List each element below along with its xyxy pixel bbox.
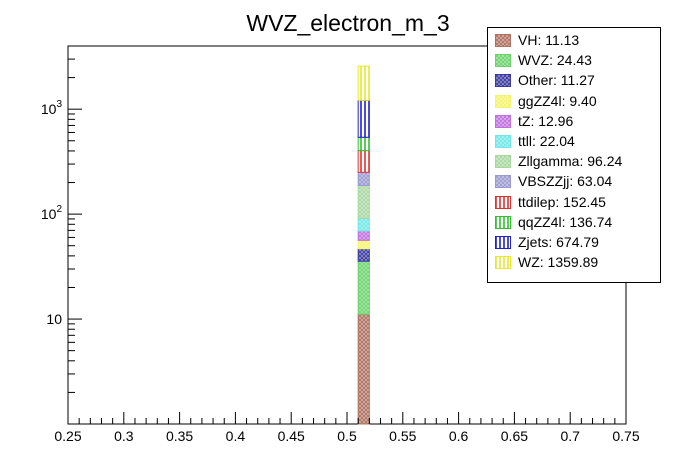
legend-swatch (495, 74, 511, 88)
legend-item-wvz: WVZ: 24.43 (488, 51, 660, 72)
legend-label: Zllgamma: 96.24 (518, 153, 623, 170)
legend-item-other: Other: 11.27 (488, 71, 660, 92)
bar-segment-other (357, 248, 370, 262)
bar-segment-vh (357, 313, 370, 425)
x-tick-label: 0.3 (114, 428, 134, 444)
legend-item-zjets: Zjets: 674.79 (488, 233, 660, 254)
legend-label: VH: 11.13 (518, 32, 580, 48)
bar-segment-ttdilep (357, 150, 370, 173)
legend-item-vh: VH: 11.13 (488, 31, 660, 52)
legend-item-ttdilep: ttdilep: 152.45 (488, 193, 660, 214)
legend-label: ttll: 22.04 (518, 133, 575, 149)
bar-segment-qqzz4l (357, 136, 370, 152)
legend-label: WZ: 1359.89 (518, 254, 599, 271)
bar-segment-wvz (357, 260, 370, 315)
x-tick-label: 0.35 (166, 428, 193, 444)
stacked-bar-group (357, 65, 370, 425)
x-tick-label: 0.5 (337, 428, 357, 444)
legend: VH: 11.13 WVZ: 24.43 Other: 11.27 ggZZ4l: 9… (487, 27, 661, 283)
bar-segment-wz (357, 65, 370, 101)
bar-segment-ttll (357, 217, 370, 232)
legend-label: VBSZZjj: 63.04 (518, 173, 613, 190)
legend-swatch (495, 195, 511, 209)
bar-segment-vbszzjj (357, 171, 370, 186)
legend-swatch (495, 135, 511, 148)
y-tick-label: 103 (41, 99, 63, 117)
legend-swatch (495, 256, 511, 270)
legend-label: WVZ: 24.43 (518, 52, 592, 69)
x-tick-label: 0.25 (54, 428, 81, 444)
bar-segment-zllgamma (357, 184, 370, 219)
x-tick-label: 0.45 (278, 428, 305, 444)
legend-swatch (495, 215, 511, 229)
legend-item-ggzz4l: ggZZ4l: 9.40 (488, 92, 660, 113)
legend-swatch (495, 155, 511, 169)
legend-label: Zjets: 674.79 (518, 234, 599, 250)
x-tick-label: 0.6 (449, 428, 469, 444)
legend-item-qqzz4l: qqZZ4l: 136.74 (488, 213, 660, 234)
y-tick-label: 10 (46, 311, 62, 327)
legend-item-zllgamma: Zllgamma: 96.24 (488, 152, 660, 173)
legend-item-ttll: ttll: 22.04 (488, 132, 660, 153)
legend-swatch (495, 114, 511, 128)
x-tick-label: 0.7 (560, 428, 580, 444)
bar-segment-ggzz4l (357, 239, 370, 250)
legend-item-wz: WZ: 1359.89 (488, 253, 660, 274)
legend-swatch (495, 236, 511, 249)
legend-item-vbszzjj: VBSZZjj: 63.04 (488, 172, 660, 193)
x-tick-label: 0.55 (389, 428, 416, 444)
x-tick-label: 0.75 (612, 428, 639, 444)
legend-label: qqZZ4l: 136.74 (518, 213, 613, 230)
legend-label: ttdilep: 152.45 (518, 193, 606, 210)
bar-segment-zjets (357, 99, 370, 138)
legend-swatch (495, 94, 511, 108)
x-tick-label: 0.4 (226, 428, 246, 444)
legend-swatch (495, 175, 511, 189)
legend-swatch (495, 54, 511, 68)
x-tick-label: 0.65 (501, 428, 528, 444)
y-axis: 10 102 103 (41, 45, 82, 425)
bar-segment-tz (357, 230, 370, 241)
y-tick-label: 102 (41, 204, 63, 222)
legend-label: ggZZ4l: 9.40 (518, 92, 597, 109)
legend-swatch (495, 34, 511, 47)
chart-title: WVZ_electron_m_3 (246, 10, 450, 36)
legend-label: tZ: 12.96 (518, 112, 574, 129)
legend-item-tz: tZ: 12.96 (488, 112, 660, 133)
legend-label: Other: 11.27 (518, 72, 595, 89)
x-axis: 0.25 0.3 0.35 0.4 0.45 0.5 0.55 0.6 0.65 0.7 0.75 (54, 412, 640, 444)
